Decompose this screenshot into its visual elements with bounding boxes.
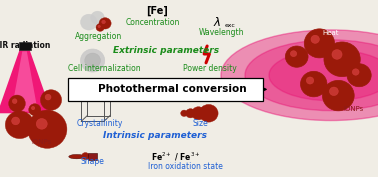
Ellipse shape [221,30,378,121]
Ellipse shape [82,153,89,160]
Text: Power density: Power density [183,64,237,73]
Ellipse shape [98,25,101,28]
Ellipse shape [81,49,105,72]
Text: Fe$^{2+}$ / Fe$^{3+}$: Fe$^{2+}$ / Fe$^{3+}$ [151,150,201,163]
Text: $\lambda$: $\lambda$ [213,16,222,29]
Ellipse shape [301,71,327,97]
Ellipse shape [324,42,360,77]
Ellipse shape [285,46,308,67]
Ellipse shape [12,117,20,125]
Ellipse shape [45,94,51,100]
Ellipse shape [81,14,97,30]
Ellipse shape [199,104,218,122]
Text: Iron oxidation state: Iron oxidation state [148,162,223,171]
Ellipse shape [329,87,338,96]
Ellipse shape [192,107,205,120]
Ellipse shape [69,154,85,159]
Text: Aggregation: Aggregation [74,32,122,41]
Text: Concentration: Concentration [126,18,180,27]
Text: IONPs: IONPs [31,139,52,145]
Ellipse shape [102,20,105,24]
Text: Extrinsic parameters: Extrinsic parameters [113,46,219,55]
Ellipse shape [181,110,187,116]
FancyBboxPatch shape [19,42,31,50]
Ellipse shape [91,11,104,24]
Ellipse shape [245,40,378,111]
Text: Crystallinity: Crystallinity [77,119,123,127]
Ellipse shape [31,106,35,110]
Text: Intrinsic parameters: Intrinsic parameters [103,131,207,140]
Ellipse shape [322,80,354,111]
Ellipse shape [28,110,67,148]
Ellipse shape [269,50,378,101]
Text: NIR radiation: NIR radiation [0,41,50,50]
Polygon shape [0,50,52,113]
Text: [Fe]: [Fe] [146,5,168,16]
Polygon shape [11,51,38,112]
Text: Photothermal conversion: Photothermal conversion [98,84,246,94]
Text: exc: exc [224,23,235,28]
Ellipse shape [352,69,359,75]
Ellipse shape [40,90,62,110]
Ellipse shape [96,24,104,31]
FancyBboxPatch shape [88,153,97,160]
Text: Wavelength: Wavelength [198,28,244,37]
Text: Heat: Heat [322,30,339,36]
Ellipse shape [332,50,342,59]
Ellipse shape [29,104,41,116]
Ellipse shape [347,64,371,87]
Text: Size: Size [192,119,208,127]
Ellipse shape [85,53,101,68]
Ellipse shape [12,99,17,104]
Ellipse shape [290,51,297,57]
Ellipse shape [306,77,314,84]
Text: Cell internalization: Cell internalization [68,64,140,73]
Text: Shape: Shape [81,158,105,166]
Ellipse shape [186,109,195,118]
Ellipse shape [311,35,319,43]
Ellipse shape [5,111,34,139]
Text: IONPs: IONPs [343,106,364,112]
Ellipse shape [304,29,335,58]
FancyBboxPatch shape [68,78,263,101]
Ellipse shape [99,18,111,29]
Ellipse shape [9,95,25,112]
Ellipse shape [36,119,47,129]
